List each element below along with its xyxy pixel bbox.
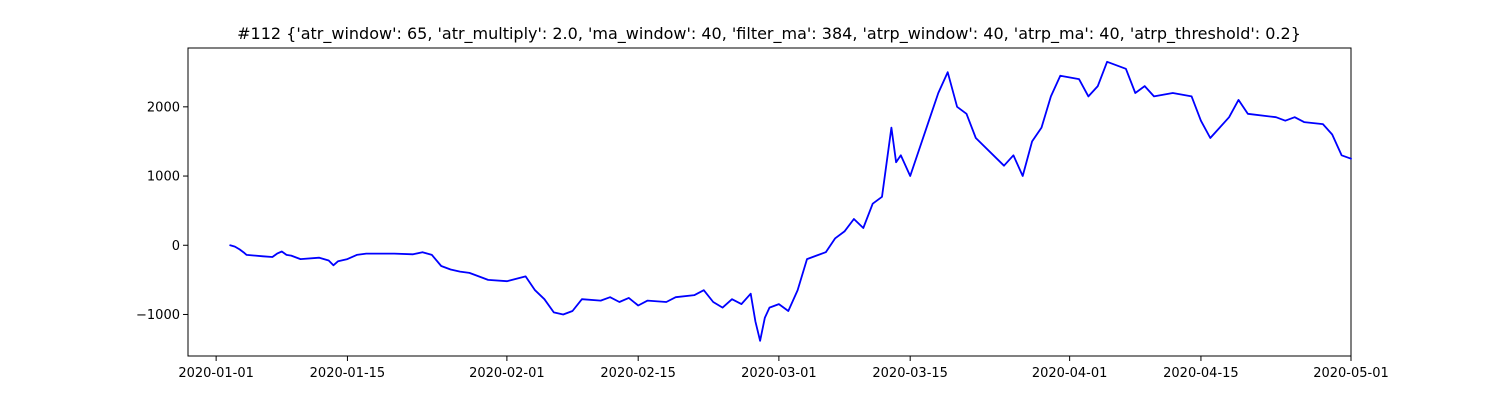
x-tick-label: 2020-01-15	[310, 366, 386, 381]
x-tick-label: 2020-04-01	[1032, 366, 1108, 381]
x-tick-label: 2020-03-15	[872, 366, 948, 381]
series-line	[229, 60, 1352, 342]
x-axis: 2020-01-01 2020-01-15 2020-02-01 2020-02-15…	[178, 356, 1389, 381]
x-tick-label: 2020-04-15	[1163, 366, 1239, 381]
y-tick-label: 0	[172, 239, 180, 254]
y-tick-label: −1000	[136, 308, 180, 323]
series-group	[229, 60, 1352, 342]
x-tick-label: 2020-01-01	[178, 366, 254, 381]
x-tick-label: 2020-02-01	[469, 366, 545, 381]
plot-area: 2020-01-01 2020-01-15 2020-02-01 2020-02-15…	[136, 47, 1389, 381]
y-tick-label: 2000	[147, 100, 180, 115]
x-tick-label: 2020-03-01	[741, 366, 817, 381]
x-tick-label: 2020-02-15	[600, 366, 676, 381]
x-tick-label: 2020-05-01	[1313, 366, 1389, 381]
plot-frame	[187, 47, 1352, 357]
chart-title: #112 {'atr_window': 65, 'atr_multiply': …	[237, 24, 1301, 44]
y-axis: −1000 0 1000 2000	[136, 100, 188, 323]
y-tick-label: 1000	[147, 170, 180, 185]
